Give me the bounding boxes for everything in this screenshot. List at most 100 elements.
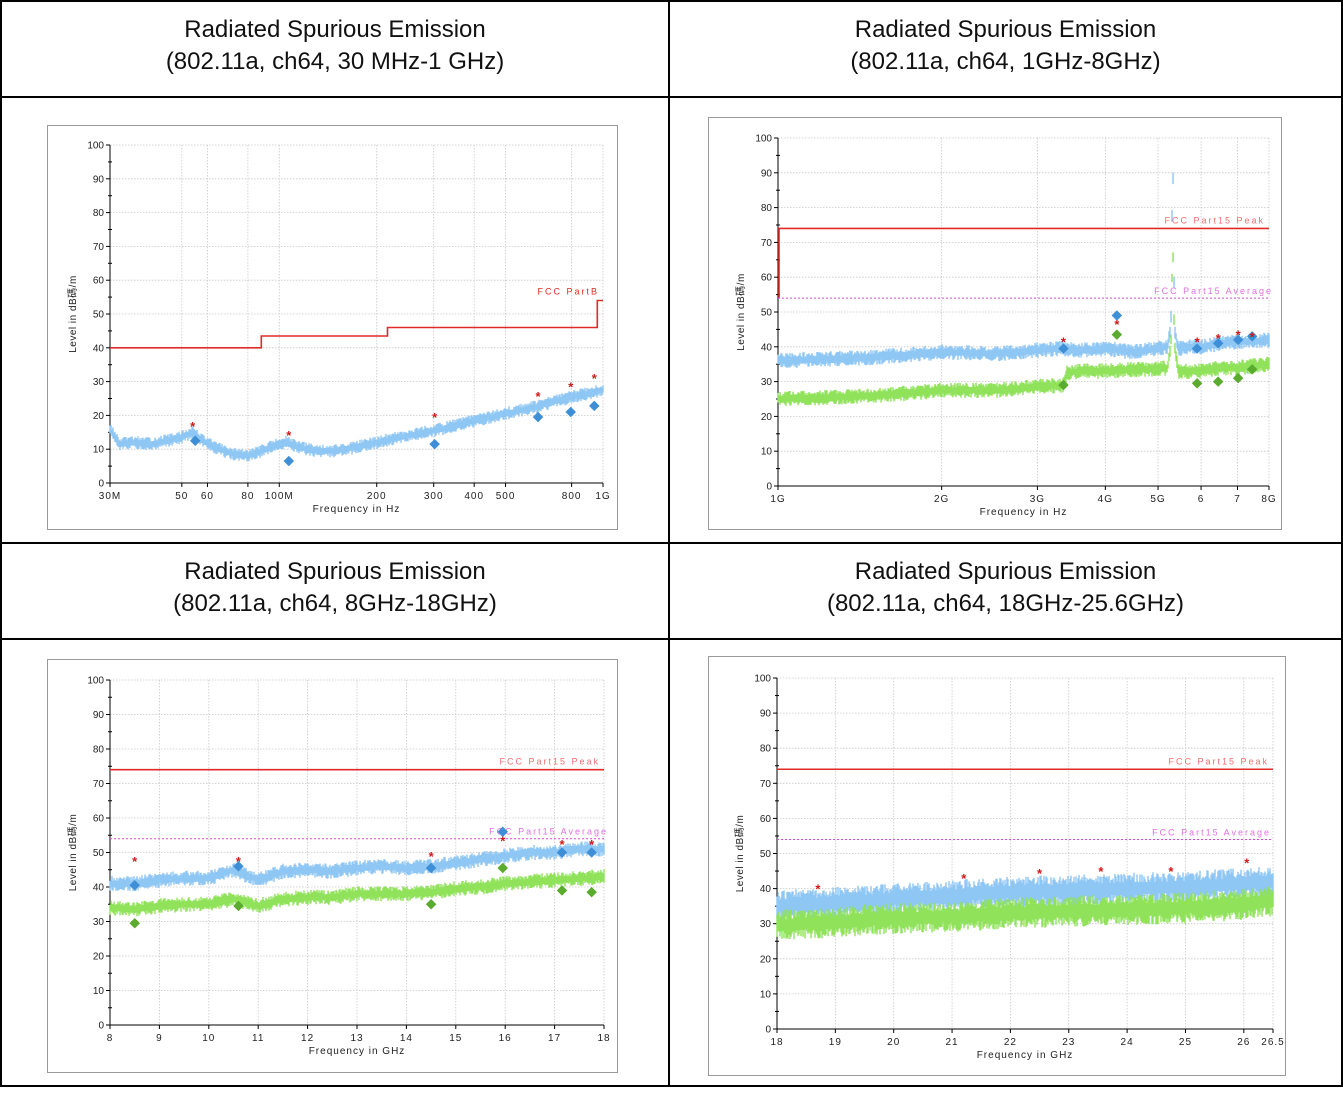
limit-line-label: FCC Part15 Peak — [499, 757, 600, 767]
x-tick-label: 3G — [1030, 494, 1045, 505]
y-tick-label: 50 — [761, 308, 773, 319]
measurement-marker — [586, 847, 598, 858]
peak-marker: * — [190, 419, 196, 434]
limit-line-label: FCC Part15 Average — [489, 827, 608, 837]
measurement-marker — [1058, 343, 1069, 354]
x-tick-label: 100M — [265, 491, 294, 502]
x-tick-label: 50 — [175, 491, 188, 502]
peak-marker: * — [500, 833, 506, 848]
y-tick-label: 20 — [760, 954, 772, 965]
limit-line-label: FCC Part15 Peak — [1168, 756, 1269, 766]
x-tick-label: 4G — [1098, 494, 1113, 505]
peak-marker: * — [559, 837, 565, 852]
measurement-marker — [425, 862, 437, 874]
x-tick-label: 18 — [597, 1033, 610, 1044]
x-tick-label: 9 — [156, 1033, 163, 1044]
panel-subtitle: (802.11a, ch64, 1GHz-8GHz) — [850, 48, 1161, 75]
y-tick-label: 40 — [93, 343, 105, 354]
peak-marker: * — [592, 371, 598, 386]
chart-frame: 0 10 20 30 40 50 60 70 80 90 100 18 19 20 21 22 23 24 25 26… — [708, 656, 1286, 1076]
y-tick-label: 10 — [93, 445, 105, 456]
limit-lines — [777, 768, 1273, 840]
plot-cell: 0 10 20 30 40 50 60 70 80 90 100 30M 50 60 80 100M 200 30… — [0, 96, 670, 544]
average-marker — [129, 917, 141, 929]
y-tick-label: 50 — [93, 848, 105, 859]
panel-subtitle: (802.11a, ch64, 18GHz-25.6GHz) — [826, 590, 1185, 617]
plot-row-1: 0 10 20 30 40 50 60 70 80 90 100 30M 50 60 80 100M 200 30… — [0, 96, 1343, 544]
x-tick-label: 800 — [562, 491, 582, 502]
peak-marker: * — [536, 389, 542, 404]
peak-marker: * — [568, 379, 574, 394]
limit-line — [110, 299, 603, 349]
x-tick-label: 7 — [1234, 494, 1241, 505]
traces — [109, 841, 605, 917]
axes — [774, 137, 1270, 490]
panel-title: Radiated Spurious Emission — [184, 558, 486, 585]
axes — [773, 677, 1274, 1033]
peak-marker: * — [432, 410, 438, 425]
x-tick-label: 5G — [1150, 494, 1165, 505]
measurement-marker — [1111, 310, 1123, 321]
average-marker — [425, 898, 437, 910]
y-tick-label: 60 — [760, 814, 772, 825]
grid — [777, 137, 1270, 487]
measurement-marker — [532, 411, 544, 423]
peak-trace — [109, 385, 604, 462]
y-tick-label: 90 — [760, 709, 772, 720]
x-tick-label: 22 — [1004, 1037, 1017, 1048]
y-tick-label: 20 — [93, 411, 105, 422]
panel-title: Radiated Spurious Emission — [184, 16, 486, 43]
measurement-marker — [129, 879, 141, 891]
peak-marker: * — [1114, 317, 1120, 332]
x-tick-label: 2G — [934, 494, 949, 505]
x-tick-label: 400 — [464, 491, 484, 502]
y-tick-label: 10 — [93, 986, 105, 997]
x-tick-label: 6 — [1198, 494, 1205, 505]
x-tick-label: 24 — [1121, 1037, 1134, 1048]
average-marker — [1191, 377, 1203, 389]
average-marker — [1246, 364, 1258, 375]
x-tick-label: 26.5 — [1261, 1037, 1284, 1048]
x-axis-label: Frequency in Hz — [980, 507, 1068, 518]
y-tick-label: 0 — [98, 1021, 104, 1032]
chart-frame: 0 10 20 30 40 50 60 70 80 90 100 30M 50 60 80 100M 200 30… — [47, 125, 618, 530]
peak-marker: * — [236, 854, 242, 869]
average-marker — [1111, 329, 1123, 340]
limit-line-label: FCC Part15 Peak — [1164, 215, 1265, 225]
measurement-marker — [556, 847, 568, 858]
peak-marker: * — [1236, 328, 1242, 343]
caption-row-2: Radiated Spurious Emission (802.11a, ch6… — [0, 542, 1343, 640]
caption-cell: Radiated Spurious Emission (802.11a, ch6… — [0, 0, 670, 98]
y-tick-label: 80 — [761, 203, 773, 214]
measurement-marker — [283, 455, 295, 467]
x-tick-label: 30M — [99, 491, 121, 502]
x-tick-label: 80 — [241, 491, 254, 502]
x-tick-label: 1G — [770, 494, 785, 505]
limit-line-label: FCC PartB — [537, 286, 599, 296]
peak-marker: * — [286, 428, 292, 443]
x-tick-label: 12 — [301, 1033, 314, 1044]
plot-cell: 0 10 20 30 40 50 60 70 80 90 100 8 9 10 11 12 13 14 15 16 17… — [0, 638, 670, 1087]
peak-marker: * — [1037, 866, 1043, 881]
y-tick-label: 90 — [93, 174, 105, 185]
measurement-marker — [565, 406, 577, 418]
markers: * * * * * * — [129, 826, 598, 929]
chart-frame: 0 10 20 30 40 50 60 70 80 90 100 1G 2G 3G 4G 5G 6 7 8G Freq… — [708, 117, 1282, 530]
measurement-marker — [429, 438, 441, 450]
chart-frame: 0 10 20 30 40 50 60 70 80 90 100 8 9 10 11 12 13 14 15 16 17… — [47, 659, 618, 1073]
x-axis-label: Frequency in Hz — [313, 504, 401, 515]
average-marker — [497, 862, 509, 874]
y-tick-label: 90 — [93, 710, 105, 721]
y-axis-label: Level in dB碼/m — [735, 273, 747, 351]
x-tick-label: 60 — [201, 491, 214, 502]
y-tick-label: 50 — [760, 849, 772, 860]
peak-marker: * — [1168, 864, 1174, 879]
x-axis-label: Frequency in GHz — [309, 1046, 406, 1057]
caption-cell: Radiated Spurious Emission (802.11a, ch6… — [0, 542, 670, 640]
y-tick-label: 80 — [93, 745, 105, 756]
y-tick-label: 70 — [760, 779, 772, 790]
y-tick-label: 30 — [93, 917, 105, 928]
x-axis-label: Frequency in GHz — [977, 1050, 1074, 1061]
traces — [776, 867, 1274, 940]
